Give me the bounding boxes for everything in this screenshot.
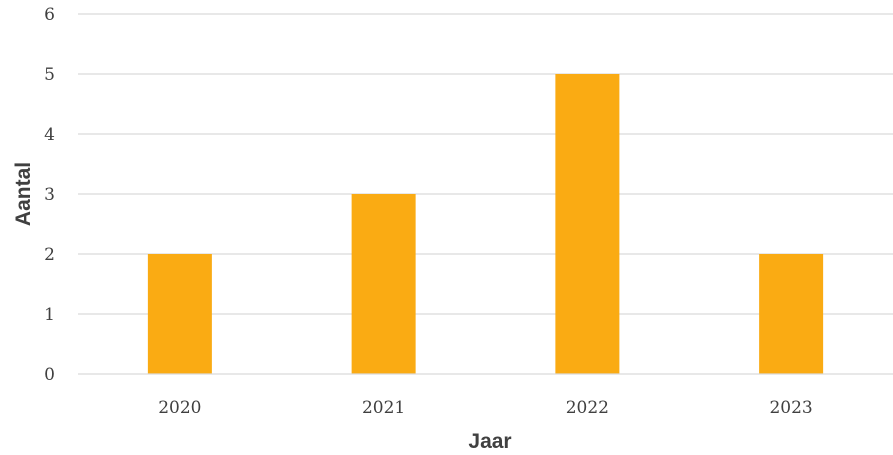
y-tick-label: 2 xyxy=(44,245,55,265)
bar-2021 xyxy=(351,194,416,374)
y-tick-label: 1 xyxy=(44,305,55,325)
bar-series xyxy=(147,74,824,374)
y-tick-label: 5 xyxy=(44,65,55,85)
y-axis-tick-labels: 0 1 2 3 4 5 6 xyxy=(44,5,55,385)
x-tick-label: 2022 xyxy=(566,398,609,418)
x-axis-tick-labels: 2020 2021 2022 2023 xyxy=(158,398,813,418)
x-axis-title: Jaar xyxy=(468,430,511,453)
y-tick-label: 0 xyxy=(44,365,55,385)
x-tick-label: 2021 xyxy=(362,398,405,418)
y-tick-label: 3 xyxy=(44,185,55,205)
x-tick-label: 2020 xyxy=(158,398,201,418)
y-tick-label: 6 xyxy=(44,5,55,25)
bar-2022 xyxy=(555,74,620,374)
y-tick-label: 4 xyxy=(44,125,55,145)
x-tick-label: 2023 xyxy=(769,398,812,418)
bar-2020 xyxy=(147,254,212,374)
bar-2023 xyxy=(759,254,824,374)
gridlines xyxy=(78,13,893,315)
y-axis-title: Aantal xyxy=(12,162,35,226)
